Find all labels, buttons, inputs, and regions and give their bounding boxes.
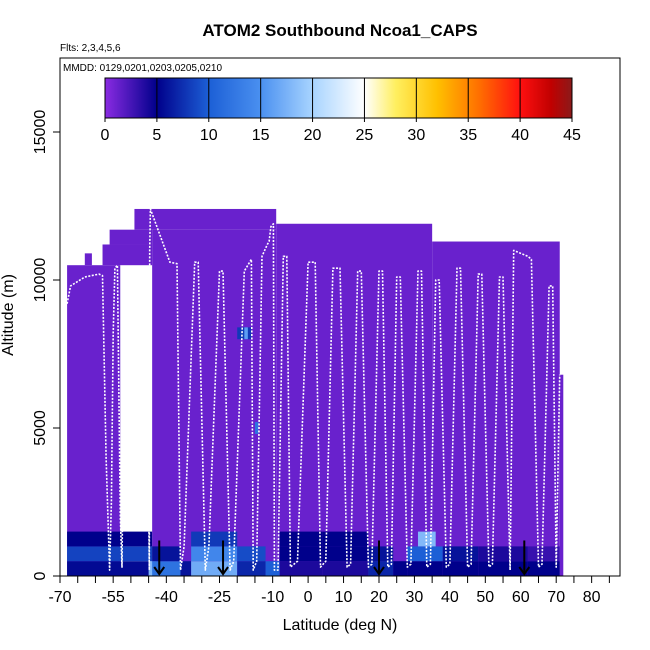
- flight-marker-arrow: [373, 540, 385, 576]
- heatmap-cell: [279, 546, 323, 562]
- chart-subtitle-dates: MMDD: 0129,0201,0203,0205,0210: [63, 63, 222, 74]
- x-axis: -70 -55 -40 -25 -10 0 10 20 30 40 50 60 70 80: [48, 576, 610, 606]
- heatmap-cell: [180, 561, 192, 576]
- heatmap-cell: [442, 561, 479, 576]
- chart-title: ATOM2 Southbound Ncoa1_CAPS: [202, 21, 477, 40]
- heatmap-block: [559, 374, 564, 576]
- y-axis: 0 5000 10000 15000: [32, 110, 60, 580]
- x-tick-label: -40: [155, 589, 178, 606]
- heatmap-block: [84, 253, 92, 266]
- y-tick-label: 10000: [32, 258, 49, 303]
- heatmap-block: [276, 223, 433, 576]
- heatmap-cell: [393, 561, 408, 576]
- heatmap-cell: [191, 561, 238, 576]
- colorbar-tick-label: 5: [152, 127, 161, 144]
- x-tick-label: -55: [102, 589, 125, 606]
- heatmap-cell: [191, 531, 238, 547]
- heatmap-block: [109, 229, 153, 245]
- flight-track-layer: [66, 208, 561, 571]
- chart-subtitle-flights: Flts: 2,3,4,5,6: [60, 43, 121, 54]
- heatmap-cell: [442, 546, 479, 562]
- y-tick-label: 5000: [32, 410, 49, 446]
- colorbar-tick-label: 40: [511, 127, 529, 144]
- heatmap-cell: [322, 531, 369, 547]
- y-tick-label: 15000: [32, 110, 49, 155]
- heatmap-cell: [527, 546, 560, 562]
- x-tick-label: 10: [335, 589, 353, 606]
- heatmap-cell: [191, 546, 238, 562]
- heatmap-block: [152, 229, 277, 576]
- heatmap-cell: [237, 561, 266, 576]
- heatmap-cell: [407, 561, 443, 576]
- heatmap-block: [134, 208, 277, 230]
- heatmap-cell: [148, 561, 156, 576]
- heatmap-cell: [527, 561, 560, 576]
- plot-frame: [59, 57, 621, 577]
- flight-track-line: [66, 208, 561, 571]
- heatmap-cell: [478, 546, 528, 562]
- colorbar-tick-label: 20: [304, 127, 322, 144]
- x-axis-label: Latitude (deg N): [283, 617, 398, 634]
- y-tick-label: 0: [32, 571, 49, 580]
- heatmap-cell: [322, 546, 369, 562]
- heatmap-cell: [67, 531, 153, 547]
- colorbar-tick-label: 45: [563, 127, 581, 144]
- heatmap-layer: [67, 208, 564, 576]
- x-tick-label: 50: [476, 589, 494, 606]
- x-tick-label: -25: [208, 589, 231, 606]
- colorbar-gradient: [104, 77, 573, 119]
- flight-marker-arrow: [518, 540, 531, 576]
- colorbar-ticks: 0 5 10 15 20 25 30 35 40 45: [101, 78, 581, 144]
- x-tick-label: 60: [512, 589, 530, 606]
- heatmap-cell: [152, 546, 181, 562]
- flight-marker-arrow: [217, 540, 229, 576]
- x-tick-label: 0: [304, 589, 313, 606]
- x-tick-label: 20: [370, 589, 388, 606]
- x-tick-label: 70: [547, 589, 565, 606]
- colorbar-tick-label: 35: [459, 127, 477, 144]
- x-tick-label: 40: [441, 589, 459, 606]
- heatmap-cell: [279, 561, 323, 576]
- colorbar-tick-label: 0: [101, 127, 110, 144]
- flight-marker-layer: [153, 540, 531, 576]
- heatmap-cell: [368, 561, 394, 576]
- colorbar-tick-label: 25: [356, 127, 374, 144]
- heatmap-cell: [244, 327, 248, 340]
- x-tick-label: 80: [583, 589, 601, 606]
- x-tick-label: -70: [48, 589, 71, 606]
- heatmap-cell: [322, 561, 369, 576]
- heatmap-cell: [407, 546, 443, 562]
- colorbar: 0 5 10 15 20 25 30 35 40 45: [101, 77, 581, 144]
- heatmap-cell: [279, 531, 323, 547]
- colorbar-tick-label: 30: [407, 127, 425, 144]
- colorbar-tick-label: 15: [252, 127, 270, 144]
- heatmap-cell: [265, 561, 280, 576]
- x-tick-label: 30: [406, 589, 424, 606]
- flight-marker-arrow: [153, 540, 166, 576]
- heatmap-block: [102, 244, 153, 266]
- x-tick-label: -10: [261, 589, 284, 606]
- y-axis-label: Altitude (m): [0, 274, 17, 356]
- heatmap-cell: [478, 561, 528, 576]
- heatmap-cell: [254, 422, 259, 434]
- heatmap-cell: [67, 561, 153, 576]
- colorbar-tick-label: 10: [200, 127, 218, 144]
- heatmap-cell: [237, 546, 266, 562]
